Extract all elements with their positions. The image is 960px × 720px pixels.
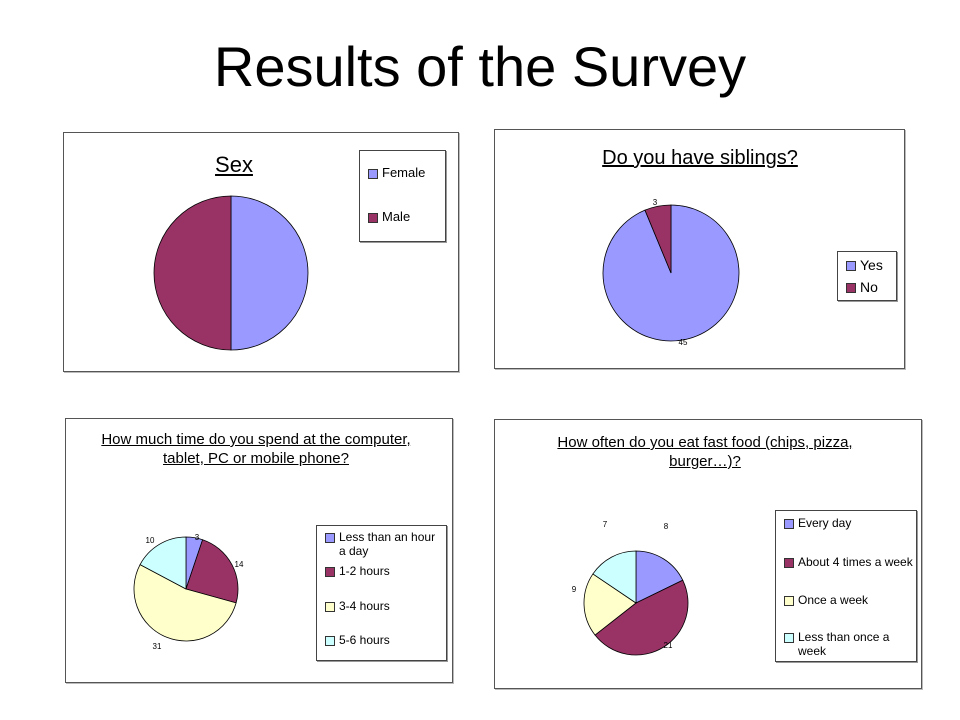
legend-swatch: [846, 283, 856, 293]
legend-label: 3-4 hours: [339, 599, 390, 613]
chart-title: Sex: [215, 152, 253, 177]
legend: Less than an hour a day 1-2 hours 3-4 ho…: [316, 525, 447, 661]
legend-swatch: [368, 169, 378, 179]
data-label: 31: [153, 642, 162, 651]
data-label: 8: [664, 522, 669, 531]
pie-slice-1: [635, 550, 684, 604]
pie-chart-sex: [153, 195, 309, 351]
data-label: 10: [146, 536, 155, 545]
pie-slice-3: [133, 564, 237, 642]
chart-panel-screen-time: 3 14 31 10 How much time do you spend at th…: [65, 418, 453, 683]
legend-swatch: [784, 596, 794, 606]
data-label: 9: [572, 585, 577, 594]
legend-label: No: [860, 279, 878, 295]
legend-label: Male: [382, 209, 411, 224]
legend: Every day About 4 times a week Once a we…: [775, 510, 917, 662]
legend-label: Once a week: [798, 593, 869, 607]
chart-panel-siblings: 45 3 Do you have siblings? Yes No: [494, 129, 905, 369]
chart-title: How much time do you spend at the comput…: [101, 431, 411, 467]
data-label: 21: [664, 641, 673, 650]
legend-label: 5-6 hours: [339, 633, 390, 647]
legend: Yes No: [837, 251, 897, 301]
legend: Female Male: [359, 150, 446, 242]
legend-swatch: [325, 602, 335, 612]
pie-slice-2: [185, 539, 239, 604]
page-title: Results of the Survey: [213, 35, 747, 98]
data-label: 14: [235, 560, 244, 569]
pie-chart-fast-food: 8 21 9 7: [572, 520, 689, 656]
pie-chart-siblings: 45 3: [602, 198, 740, 347]
chart-title: Do you have siblings?: [602, 147, 798, 169]
legend-swatch: [325, 533, 335, 543]
chart-title: How often do you eat fast food (chips, p…: [557, 434, 853, 470]
legend-label: Female: [382, 165, 426, 180]
pie-slice-1: [230, 195, 309, 351]
legend-label: Every day: [798, 516, 852, 530]
chart-panel-sex: Sex Female Male: [63, 132, 459, 372]
legend-swatch: [846, 261, 856, 271]
legend-label: 1-2 hours: [339, 564, 390, 578]
pie-slice-3: [583, 573, 637, 636]
legend-swatch: [368, 213, 378, 223]
data-label: 7: [603, 520, 608, 529]
pie-chart-screen-time: 3 14 31 10: [133, 533, 244, 651]
legend-label: About 4 times a week: [798, 555, 913, 569]
legend-swatch: [325, 567, 335, 577]
legend-swatch: [784, 633, 794, 643]
pie-slice-2: [644, 204, 672, 274]
legend-label: Yes: [860, 257, 883, 273]
legend-label: Less than an hour a day: [339, 530, 436, 558]
pie-slice-2: [153, 195, 232, 351]
legend-swatch: [325, 636, 335, 646]
data-label: 3: [653, 198, 658, 207]
pie-slice-2: [594, 579, 689, 656]
data-label: 45: [679, 338, 688, 347]
legend-swatch: [784, 519, 794, 529]
chart-panel-fast-food: 8 21 9 7 How often do you eat fast food (ch…: [494, 419, 922, 689]
legend-swatch: [784, 558, 794, 568]
pie-slice-4: [139, 536, 187, 590]
legend-label: Less than once a week: [798, 630, 890, 658]
pie-slice-1: [602, 204, 740, 342]
data-label: 3: [195, 533, 200, 542]
pie-slice-4: [592, 550, 637, 604]
